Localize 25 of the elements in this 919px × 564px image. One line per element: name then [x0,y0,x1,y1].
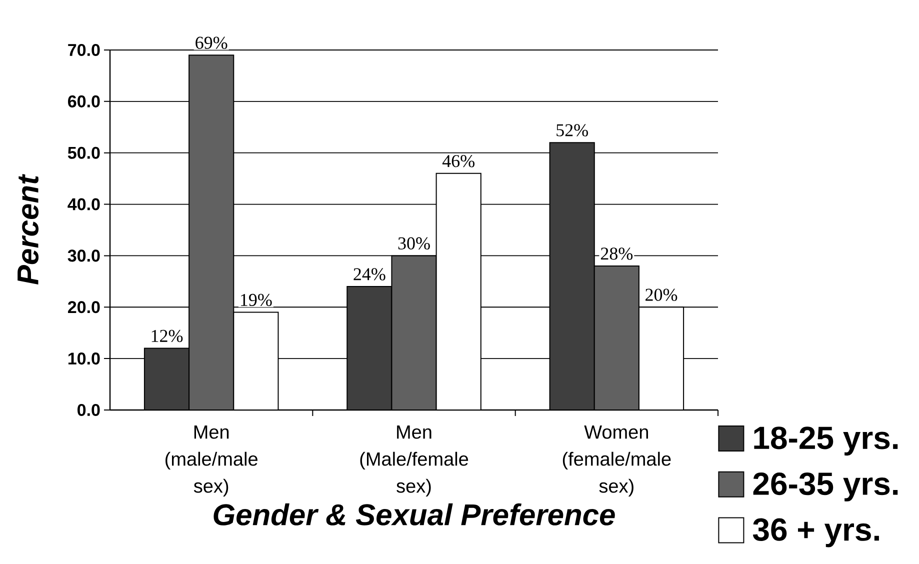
y-tick-label: 0.0 [78,404,100,416]
data-label: 12% [152,330,183,342]
x-tick-label: Men (Male/female sex) [360,426,468,497]
legend-label: 36 + yrs. [752,518,879,548]
y-tick-label: 70.0 [68,44,100,56]
data-label: 28% [600,248,633,260]
data-label: 19% [241,294,272,306]
y-tick-label: 50.0 [68,146,100,159]
x-tick-label: Men (male/male sex) [166,426,258,497]
y-tick-label: 40.0 [68,198,100,210]
data-label: 69% [196,36,228,49]
data-label: 20% [646,288,678,301]
y-axis-title: Percent [18,174,39,284]
y-tick-label: 30.0 [68,250,100,262]
data-label: 46% [442,155,474,168]
data-label: 24% [354,268,386,280]
legend-label: 26-35 yrs. [753,472,898,502]
data-label: 30% [398,237,430,250]
legend-label: 18-25 yrs. [754,426,898,456]
y-tick-label: 20.0 [68,301,100,314]
y-tick-label: 10.0 [68,352,100,365]
x-axis-title: Gender & Sexual Preference [214,503,615,526]
y-tick-label: 60.0 [68,95,100,108]
data-label: 52% [556,124,588,136]
x-tick-label: Women (female/male sex) [562,426,671,497]
